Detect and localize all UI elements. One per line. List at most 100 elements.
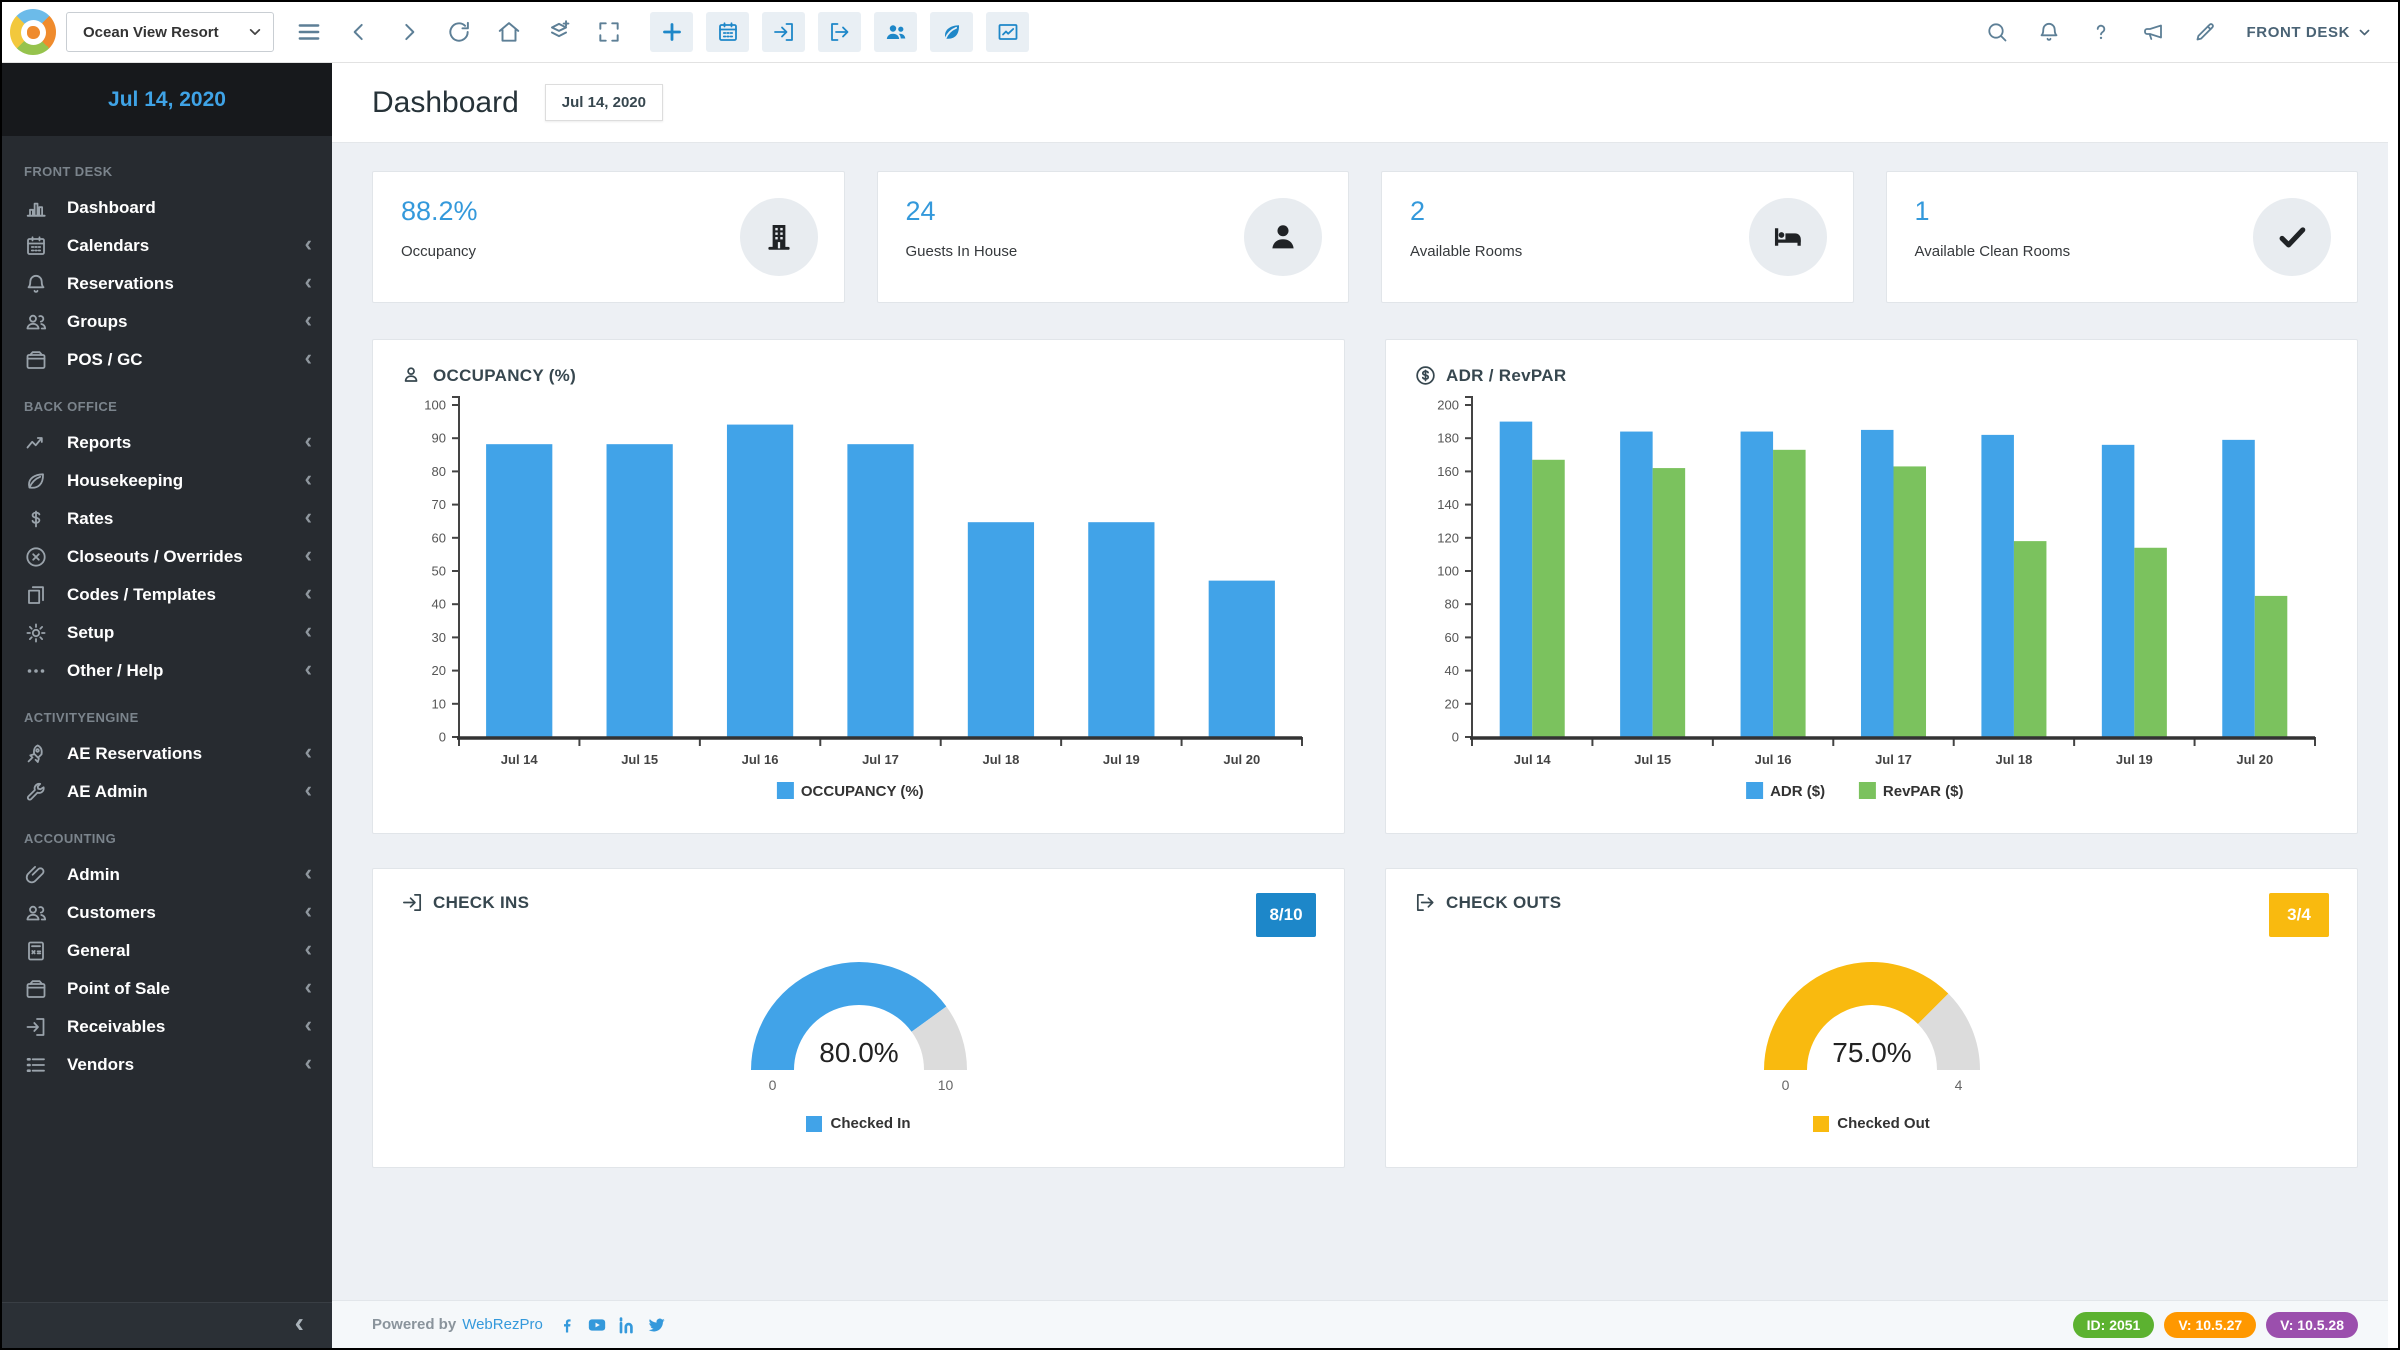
toolbar-nav-icons: [296, 19, 622, 45]
wallet-icon: [24, 348, 48, 372]
chevron-left-icon: ‹: [304, 860, 312, 885]
chevron-left-button[interactable]: [346, 19, 372, 45]
adr-revpar-chart-title: ADR / RevPAR: [1414, 364, 2329, 387]
stat-value: 1: [1914, 196, 1930, 226]
chevron-left-icon: ‹: [304, 656, 312, 681]
sidebar-item-ae-admin[interactable]: AE Admin ‹: [2, 773, 332, 811]
calculator-icon: [24, 939, 48, 963]
check-in-button[interactable]: [762, 12, 805, 52]
sidebar-date[interactable]: Jul 14, 2020: [2, 63, 332, 136]
page-header: Dashboard Jul 14, 2020: [332, 63, 2388, 143]
chevron-left-icon: ‹: [304, 269, 312, 294]
logo-ring-icon: [10, 9, 56, 55]
sidebar-collapse-button[interactable]: ‹: [2, 1302, 332, 1348]
chevron-left-icon: ‹: [304, 898, 312, 923]
sidebar-item-vendors[interactable]: Vendors ‹: [2, 1046, 332, 1084]
user-role-menu[interactable]: FRONT DESK: [2247, 24, 2373, 41]
sidebar-item-codes-templates[interactable]: Codes / Templates ‹: [2, 576, 332, 614]
reports-button[interactable]: [986, 12, 1029, 52]
sidebar-item-groups[interactable]: Groups ‹: [2, 303, 332, 341]
help-button[interactable]: [2089, 20, 2113, 44]
svg-text:ADR ($): ADR ($): [1770, 783, 1825, 800]
plus-button[interactable]: [650, 12, 693, 52]
home-button[interactable]: [496, 19, 522, 45]
sidebar-item-ae-reservations[interactable]: AE Reservations ‹: [2, 735, 332, 773]
sidebar-item-admin[interactable]: Admin ‹: [2, 856, 332, 894]
user-role-label: FRONT DESK: [2246, 23, 2350, 41]
ellipsis-icon: [24, 659, 48, 683]
sidebar-item-housekeeping[interactable]: Housekeeping ‹: [2, 462, 332, 500]
webrezpro-link[interactable]: WebRezPro: [462, 1316, 543, 1333]
announcement-button[interactable]: [2141, 20, 2165, 44]
users-icon: [24, 901, 48, 925]
sidebar-item-reservations[interactable]: Reservations ‹: [2, 265, 332, 303]
sidebar-item-point-of-sale[interactable]: Point of Sale ‹: [2, 970, 332, 1008]
app-logo[interactable]: [2, 2, 64, 62]
toolbar-right-icons: [1985, 20, 2217, 44]
stat-card-guests-in-house: 24 Guests In House: [876, 171, 1349, 303]
sidebar-item-dashboard[interactable]: Dashboard: [2, 189, 332, 227]
dashboard-icon: [24, 196, 48, 220]
menu-button[interactable]: [296, 19, 322, 45]
svg-text:Jul 17: Jul 17: [1875, 752, 1912, 767]
adr-revpar-chart-card: ADR / RevPAR 0 20 40 60 80 100 120 140 160 180 200…: [1385, 339, 2358, 834]
sidebar-item-calendars[interactable]: Calendars ‹: [2, 227, 332, 265]
check-ins-title: CHECK INS: [401, 891, 1316, 914]
youtube-icon[interactable]: [587, 1315, 607, 1335]
sidebar-item-general[interactable]: General ‹: [2, 932, 332, 970]
chevron-right-button[interactable]: [396, 19, 422, 45]
stat-card-available-rooms: 2 Available Rooms: [1381, 171, 1854, 303]
property-selector-value: Ocean View Resort: [83, 23, 219, 41]
legend-swatch: [1813, 1115, 1830, 1132]
expand-button[interactable]: [596, 19, 622, 45]
sidebar-item-other-help[interactable]: Other / Help ‹: [2, 652, 332, 690]
check-ins-card: CHECK INS 8/10 80.0% 0 10 Checked In: [372, 868, 1345, 1168]
sidebar-section-accounting: ACCOUNTING: [24, 831, 117, 846]
sidebar-item-closeouts-overrides[interactable]: Closeouts / Overrides ‹: [2, 538, 332, 576]
version-badge: V: 10.5.28: [2266, 1311, 2358, 1338]
facebook-icon[interactable]: [557, 1315, 577, 1335]
linkedin-icon[interactable]: [617, 1315, 637, 1335]
property-selector[interactable]: Ocean View Resort: [66, 12, 274, 52]
refresh-button[interactable]: [446, 19, 472, 45]
sidebar-item-customers[interactable]: Customers ‹: [2, 894, 332, 932]
housekeeping-button[interactable]: [930, 12, 973, 52]
svg-text:100: 100: [424, 398, 446, 413]
svg-text:160: 160: [1437, 464, 1459, 479]
svg-text:Jul 15: Jul 15: [1634, 752, 1671, 767]
check-out-button[interactable]: [818, 12, 861, 52]
sidebar-section-front-desk: FRONT DESK: [24, 164, 113, 179]
check-outs-title: CHECK OUTS: [1414, 891, 2329, 914]
home-icon: [496, 19, 522, 45]
guests-button[interactable]: [874, 12, 917, 52]
sidebar-item-setup[interactable]: Setup ‹: [2, 614, 332, 652]
sidebar-item-rates[interactable]: Rates ‹: [2, 500, 332, 538]
version-badges: ID: 2051 V: 10.5.27 V: 10.5.28: [2072, 1311, 2358, 1338]
bell-button[interactable]: [2037, 20, 2061, 44]
svg-text:Jul 20: Jul 20: [1223, 752, 1260, 767]
bell-icon: [24, 272, 48, 296]
layers-plus-button[interactable]: [546, 19, 572, 45]
check-outs-count-badge: 3/4: [2269, 893, 2329, 937]
twitter-icon[interactable]: [647, 1315, 667, 1335]
pages-icon: [24, 583, 48, 607]
stat-value: 88.2%: [401, 196, 478, 226]
sidebar-item-reports[interactable]: Reports ‹: [2, 424, 332, 462]
svg-text:60: 60: [432, 530, 446, 545]
social-icons: [557, 1315, 667, 1335]
gauges-row: CHECK INS 8/10 80.0% 0 10 Checked In: [372, 868, 2358, 1168]
stat-value: 2: [1410, 196, 1426, 226]
list-icon: [24, 1053, 48, 1077]
dashboard-content: 88.2% Occupancy 24 Guests In House 2 Availabl…: [332, 143, 2388, 1300]
date-chip[interactable]: Jul 14, 2020: [544, 84, 663, 121]
search-button[interactable]: [1985, 20, 2009, 44]
bell-icon: [2037, 20, 2061, 44]
edit-button[interactable]: [2193, 20, 2217, 44]
expand-icon: [596, 19, 622, 45]
svg-text:0: 0: [768, 1077, 776, 1093]
calendar-button[interactable]: [706, 12, 749, 52]
dollar-icon: [24, 507, 48, 531]
menu-icon: [296, 19, 322, 45]
sidebar-item-pos-gc[interactable]: POS / GC ‹: [2, 341, 332, 379]
sidebar-item-receivables[interactable]: Receivables ‹: [2, 1008, 332, 1046]
